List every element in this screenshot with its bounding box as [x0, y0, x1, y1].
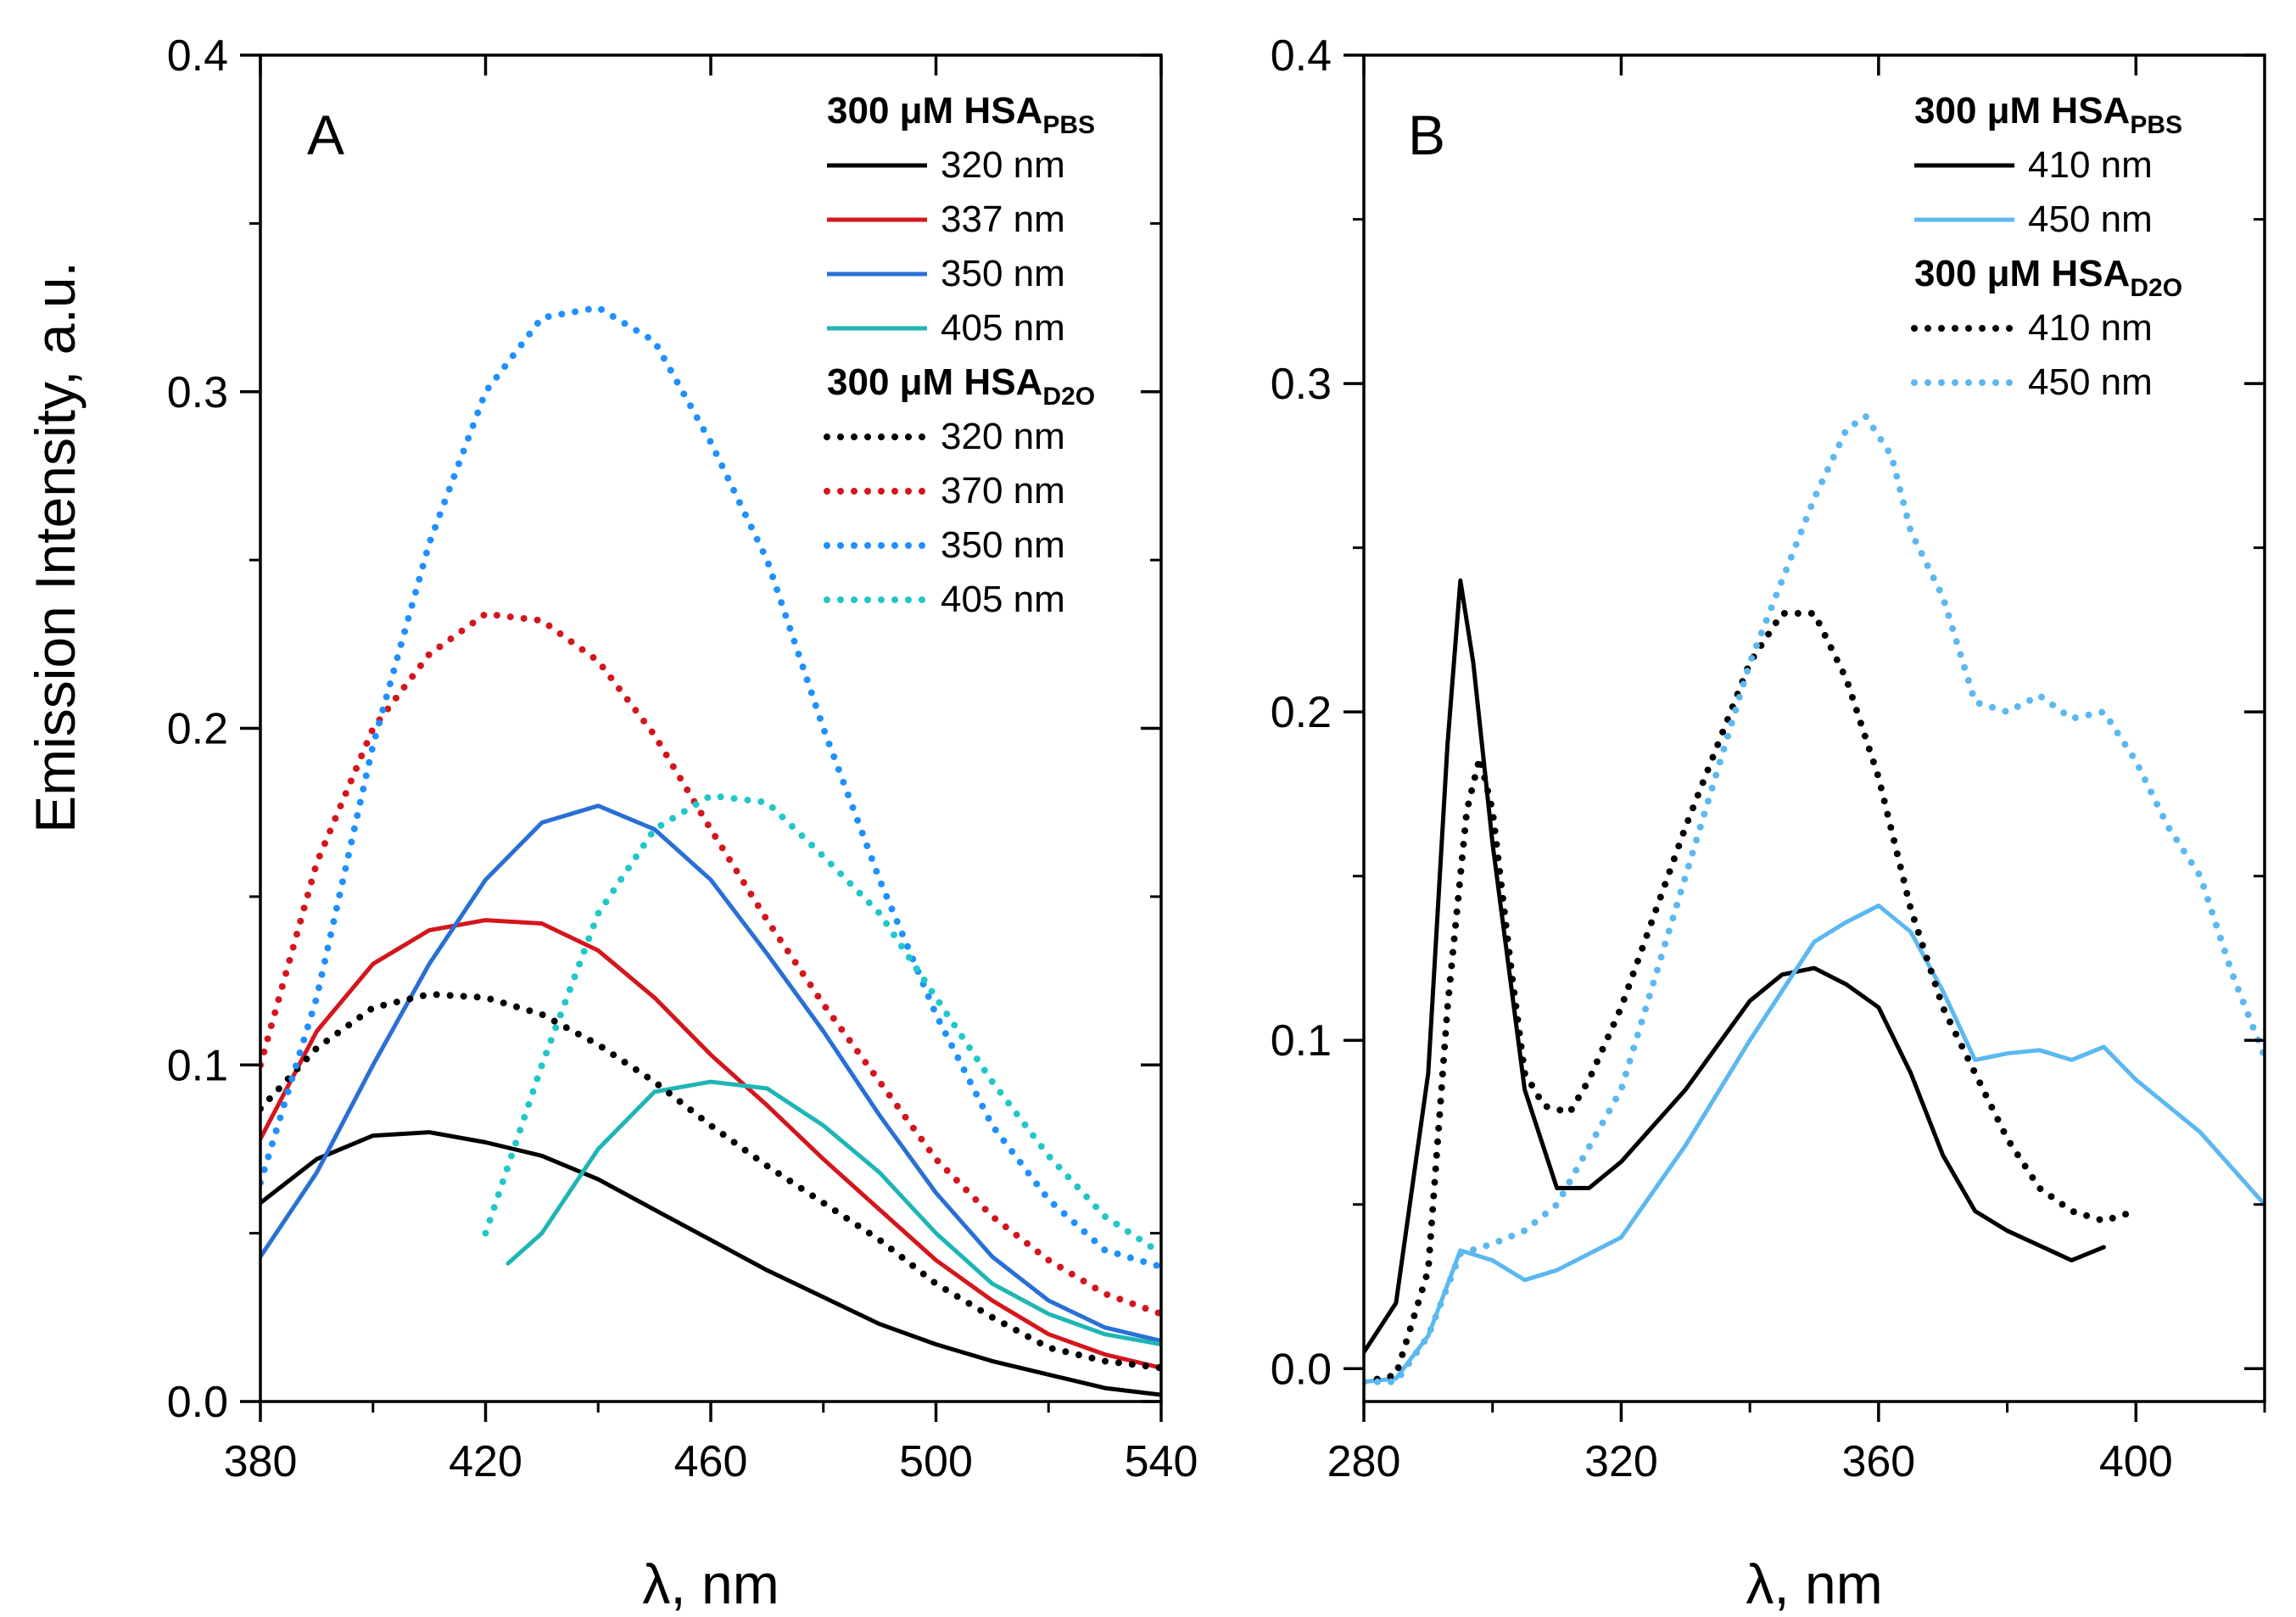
panel-b-legend-header: 300 μM HSAPBS: [1914, 90, 2182, 139]
panel-a-legend-label: 350 nm: [941, 524, 1065, 566]
panel-a-legend-header-main: 300 μM HSA: [827, 361, 1042, 403]
panel-b-y-tick-label: 0.1: [1271, 1016, 1332, 1066]
panel-a-legend-label: 320 nm: [941, 144, 1065, 186]
panel-a-legend-label: 337 nm: [941, 199, 1065, 240]
panel-a-legend-header-sub: PBS: [1042, 111, 1095, 139]
panel-a: 380 420 460 500 540 0.0 0.1 0.2 0.3 0.4 λ, nm A 300 …: [167, 31, 1198, 1615]
panel-a-x-tick-label: 380: [224, 1437, 298, 1486]
panel-a-series-3-line: [506, 1079, 1161, 1347]
panel-b-legend-label: 450 nm: [2028, 361, 2153, 403]
panel-b-x-tick-label: 360: [1841, 1437, 1915, 1486]
panel-a-x-tick-label: 420: [449, 1437, 522, 1486]
panel-b-y-tick-label: 0.0: [1271, 1345, 1332, 1394]
panel-b-legend-header-sub: D2O: [2130, 274, 2182, 302]
panel-a-legend-header: 300 μM HSAD2O: [827, 361, 1095, 411]
y-axis-title: Emission Intensity, a.u.: [24, 261, 87, 833]
panel-b-x-axis-title: λ, nm: [1746, 1553, 1882, 1613]
panel-b-legend-label: 450 nm: [2028, 199, 2153, 240]
panel-b-y-tick-label: 0.2: [1271, 688, 1332, 737]
panel-a-x-tick-label: 500: [899, 1437, 973, 1486]
panel-a-series-0-line: [260, 1130, 1161, 1397]
panel-a-plot-area: [260, 304, 1161, 1397]
panel-b-legend-header: 300 μM HSAD2O: [1914, 253, 2182, 302]
panel-b-series-3-line: [1364, 412, 2265, 1385]
panel-a-series-6-line: [260, 304, 1161, 1271]
panel-a-y-tick-label: 0.0: [167, 1378, 228, 1427]
panel-b-x-tick-label: 280: [1327, 1437, 1401, 1486]
panel-b-plot-area: [1364, 412, 2265, 1385]
panel-a-x-tick-label: 460: [674, 1437, 748, 1486]
panel-b-series-2-line: [1364, 610, 2140, 1385]
panel-b-series-0-line: [1364, 578, 2106, 1355]
panel-b: 280 320 360 400 0.0 0.1 0.2 0.3 0.4 λ, nm B 300 μM …: [1271, 31, 2266, 1615]
panel-b-series-1-line: [1364, 904, 2265, 1385]
panel-a-legend-label: 405 nm: [941, 307, 1065, 349]
panel-a-y-tick-label: 0.1: [167, 1041, 228, 1090]
panel-a-y-tick-label: 0.2: [167, 705, 228, 754]
panel-b-y-tick-label: 0.4: [1271, 31, 1332, 81]
panel-a-x-axis-title: λ, nm: [642, 1553, 779, 1613]
panel-a-series-4-line: [260, 990, 1161, 1372]
panel-b-y-tick-label: 0.3: [1271, 360, 1332, 409]
panel-a-legend-label: 405 nm: [941, 579, 1065, 620]
panel-b-x-tick-label: 320: [1584, 1437, 1658, 1486]
panel-a-legend-label: 370 nm: [941, 470, 1065, 512]
panel-a-legend-header-sub: D2O: [1042, 383, 1095, 411]
panel-a-series-7-line: [482, 792, 1161, 1257]
panel-b-panel-letter: B: [1408, 104, 1445, 166]
panel-a-legend-label: 320 nm: [941, 416, 1065, 457]
panel-b-legend-label: 410 nm: [2028, 307, 2153, 349]
panel-b-legend-header-main: 300 μM HSA: [1914, 253, 2130, 294]
panel-b-legend-header-main: 300 μM HSA: [1914, 90, 2130, 131]
panel-a-panel-letter: A: [307, 104, 344, 166]
panel-a-y-tick-label: 0.3: [167, 368, 228, 417]
panel-a-series-2-line: [260, 803, 1161, 1344]
panel-b-legend-header-sub: PBS: [2130, 111, 2182, 139]
panel-a-legend-header-main: 300 μM HSA: [827, 90, 1042, 131]
panel-a-legend-label: 350 nm: [941, 253, 1065, 294]
panel-a-series-5-line: [260, 610, 1161, 1318]
panel-b-axes-frame: [1362, 53, 2266, 1403]
panel-a-series-1-line: [260, 918, 1161, 1370]
panel-a-y-tick-label: 0.4: [167, 31, 228, 81]
panel-b-legend-label: 410 nm: [2028, 144, 2153, 186]
panel-a-legend-header: 300 μM HSAPBS: [827, 90, 1095, 139]
panel-b-x-tick-label: 400: [2099, 1437, 2173, 1486]
panel-a-x-tick-label: 540: [1125, 1437, 1198, 1486]
